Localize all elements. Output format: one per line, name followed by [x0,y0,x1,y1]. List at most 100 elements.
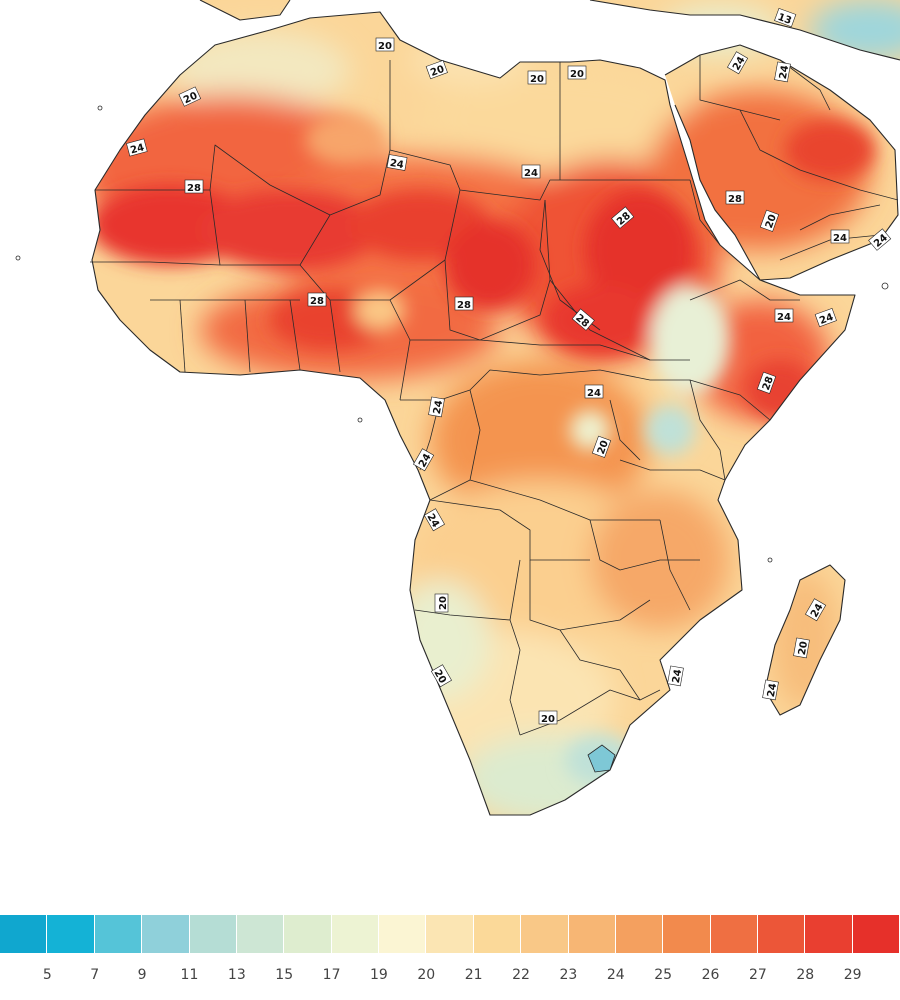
svg-text:24: 24 [129,142,145,156]
contour-label: 20 [178,86,202,107]
contour-label: 24 [762,679,779,701]
contour-label: 28 [184,179,204,194]
temperature-map: 20 20 20 20 20 24 24 24 28 28 28 28 28 2… [15,0,900,816]
contour-labels: 20 20 20 20 20 24 24 24 28 28 28 28 28 2… [126,7,892,725]
svg-text:24: 24 [432,399,445,415]
legend-swatch [331,915,379,953]
svg-text:24: 24 [818,312,835,327]
svg-text:28: 28 [187,183,201,194]
svg-text:20: 20 [541,714,555,725]
svg-text:24: 24 [766,682,779,698]
svg-text:28: 28 [728,194,742,205]
contour-label: 28 [725,190,745,205]
svg-text:20: 20 [596,439,611,456]
contour-label: 24 [126,138,148,157]
legend-swatch [142,915,190,953]
legend-swatch [852,915,900,953]
legend-swatch [521,915,569,953]
contour-label: 24 [521,164,541,179]
legend-tick-label: 21 [464,967,483,983]
contour-label: 20 [527,70,547,85]
contour-label: 28 [307,292,327,307]
color-legend: 5 7 9 11 13 15 17 19 20 21 22 23 24 25 26 27 28 29 [0,915,900,1000]
contour-label: 20 [375,37,395,52]
contour-label: 20 [567,65,587,80]
legend-swatch [284,915,332,953]
contour-label: 24 [667,665,684,687]
contour-label: 20 [538,710,558,725]
legend-swatch [426,915,474,953]
svg-text:24: 24 [524,168,538,179]
contour-label: 24 [830,229,850,244]
legend-tick-label: 9 [137,967,147,983]
legend-tick-label: 11 [180,967,199,983]
legend-tick-label: 13 [227,967,246,983]
legend-swatch [379,915,427,953]
legend-tick-labels: 5 7 9 11 13 15 17 19 20 21 22 23 24 25 26 27 28 29 [0,967,900,987]
contour-label: 24 [584,384,604,399]
contour-label: 24 [774,61,791,83]
svg-text:24: 24 [389,158,405,171]
contour-label: 24 [814,307,837,328]
legend-tick-label: 26 [701,967,720,983]
legend-swatch [568,915,616,953]
legend-tick-label: 24 [606,967,625,983]
legend-swatch [0,915,48,953]
svg-text:20: 20 [438,596,449,610]
svg-text:20: 20 [530,74,544,85]
svg-text:28: 28 [310,296,324,307]
legend-swatch [473,915,522,953]
legend-tick-label: 5 [42,967,52,983]
contour-label: 24 [774,308,794,323]
legend-tick-label: 25 [654,967,673,983]
contour-label: 28 [756,371,777,394]
svg-text:20: 20 [764,213,779,230]
svg-text:20: 20 [797,640,810,656]
legend-tick-label: 7 [90,967,100,983]
svg-text:28: 28 [457,300,471,311]
svg-text:13: 13 [776,12,793,27]
svg-text:24: 24 [778,64,791,80]
legend-swatch [663,915,711,953]
legend-swatch [47,915,95,953]
contour-label: 24 [428,396,445,418]
legend-color-bar [0,915,900,953]
legend-tick-label: 29 [843,967,862,983]
contour-label: 28 [454,296,474,311]
svg-text:20: 20 [182,90,199,106]
legend-swatch [758,915,806,953]
contour-label: 13 [774,7,797,28]
contour-label: 20 [425,59,448,80]
legend-swatch [94,915,143,953]
svg-text:20: 20 [570,69,584,80]
legend-tick-label: 28 [796,967,815,983]
legend-swatch [805,915,853,953]
legend-swatch [236,915,285,953]
svg-text:24: 24 [777,312,791,323]
legend-swatch [710,915,758,953]
legend-tick-label: 23 [559,967,578,983]
legend-swatch [615,915,664,953]
contour-label: 20 [759,209,780,232]
country-borders [90,55,899,736]
islands [15,105,889,563]
contour-label: 20 [591,435,612,458]
legend-tick-label: 20 [417,967,436,983]
svg-text:24: 24 [671,668,684,684]
legend-tick-label: 27 [748,967,767,983]
legend-tick-label: 17 [322,967,341,983]
svg-text:20: 20 [378,41,392,52]
lesotho-shape [587,744,616,773]
svg-text:24: 24 [833,233,847,244]
contour-label: 20 [434,593,449,613]
contour-label: 24 [386,154,408,171]
legend-swatch [189,915,237,953]
svg-text:28: 28 [761,375,776,392]
svg-text:24: 24 [587,388,601,399]
legend-tick-label: 15 [275,967,294,983]
contour-label: 20 [793,637,810,659]
legend-tick-label: 22 [512,967,530,983]
svg-text:20: 20 [429,64,446,79]
legend-tick-label: 19 [370,967,388,983]
temperature-field [92,0,900,815]
